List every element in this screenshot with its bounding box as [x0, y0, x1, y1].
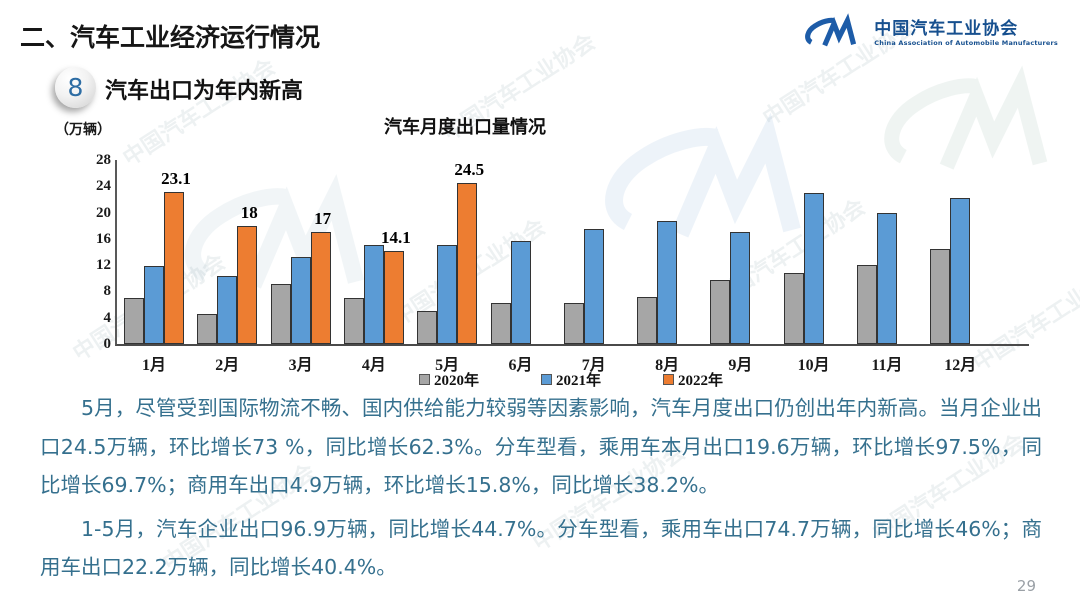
bar-2021年-3月 [290, 256, 311, 344]
bar-2021年-5月 [437, 245, 458, 344]
bar-2020年-7月 [563, 302, 584, 344]
body-paragraph-2: 1-5月，汽车企业出口96.9万辆，同比增长44.7%。分车型看，乘用车出口74… [40, 516, 1042, 580]
y-axis-tick-label: 28 [96, 152, 111, 168]
y-axis-tick-label: 12 [96, 257, 111, 274]
bar-2020年-6月 [490, 303, 511, 344]
bar-2020年-2月 [197, 313, 218, 344]
x-axis-label-6月: 6月 [508, 357, 533, 374]
bar-2020年-3月 [270, 283, 291, 344]
bar-chart-plot-area: 0 4 8 12 16 20 24 28 23.1 1月 18 2月 17 3月 14.1 4月 24.5 5月 6… [96, 152, 1029, 374]
bar-2020年-4月 [343, 298, 364, 344]
bar-2020年-12月 [930, 248, 951, 344]
x-axis-label-8月: 8月 [655, 357, 680, 374]
y-axis-tick-label: 16 [96, 230, 111, 247]
bar-2021年-10月 [803, 192, 824, 344]
x-axis-label-12月: 12月 [944, 357, 977, 374]
body-paragraph-1: 5月，尽管受到国际物流不畅、国内供给能力较弱等因素影响，汽车月度出口仍创出年内新… [40, 396, 1042, 498]
legend-swatch-icon [663, 374, 674, 385]
legend-item-2021年: 2021年 [540, 369, 601, 390]
chart-title: 汽车月度出口量情况 [384, 117, 546, 138]
page-title: 二、汽车工业经济运行情况 [20, 23, 321, 52]
bar-2020年-1月 [124, 298, 144, 344]
x-axis-label-7月: 7月 [581, 357, 606, 374]
watermark-text: 中国汽车工业协会 [118, 54, 280, 172]
bar-2021年-2月 [217, 275, 238, 344]
bar-2022年-1月 [164, 192, 184, 344]
bar-2021年-12月 [950, 198, 971, 344]
bar-2020年-11月 [857, 264, 877, 344]
bar-2021年-1月 [144, 265, 164, 344]
x-axis-label-9月: 9月 [728, 357, 753, 374]
bar-value-label: 17 [314, 209, 332, 229]
bar-2020年-5月 [417, 311, 438, 344]
x-axis-label-4月: 4月 [361, 357, 386, 374]
y-axis-tick-label: 0 [103, 336, 112, 352]
y-axis-tick-label: 20 [96, 204, 111, 221]
logo-name-cn: 中国汽车工业协会 [874, 19, 1019, 40]
bar-value-label: 18 [240, 202, 258, 222]
bar-2021年-6月 [510, 240, 531, 344]
bar-2021年-9月 [730, 231, 751, 344]
bar-value-label: 23.1 [161, 169, 191, 189]
caam-logo: 中国汽车工业协会 China Association of Automobile… [804, 12, 1058, 56]
bar-2022年-3月 [310, 232, 331, 344]
legend-item-2020年: 2020年 [418, 369, 479, 390]
x-axis-label-5月: 5月 [435, 357, 460, 374]
bar-value-label: 14.1 [381, 228, 411, 248]
section-number-badge: 8 [55, 67, 96, 108]
x-axis-label-1月: 1月 [141, 357, 167, 374]
legend-swatch-icon [418, 374, 430, 385]
legend-item-2022年: 2022年 [663, 369, 723, 390]
y-axis-unit-label: （万辆） [55, 122, 111, 138]
bar-2021年-11月 [877, 212, 897, 344]
x-axis-label-10月: 10月 [797, 357, 830, 374]
bar-2020年-9月 [710, 280, 731, 344]
legend-swatch-icon [540, 374, 552, 385]
bar-2020年-10月 [783, 273, 804, 344]
x-axis-label-2月: 2月 [215, 357, 240, 374]
y-axis-tick-label: 8 [103, 283, 112, 300]
logo-name-en: China Association of Automobile Manufact… [874, 39, 1058, 48]
bar-2022年-4月 [383, 251, 404, 344]
bar-2021年-4月 [363, 244, 384, 344]
x-axis-label-3月: 3月 [288, 357, 313, 374]
bar-value-label: 24.5 [454, 160, 485, 179]
bar-2022年-5月 [457, 183, 478, 344]
bar-2021年-8月 [657, 221, 678, 344]
body-text: 5月，尽管受到国际物流不畅、国内供给能力较弱等因素影响，汽车月度出口仍创出年内新… [40, 389, 1042, 592]
caam-logo-icon [805, 13, 857, 47]
y-axis-tick-label: 24 [96, 178, 111, 195]
section-title: 汽车出口为年内新高 [105, 79, 304, 104]
x-axis-label-11月: 11月 [871, 357, 903, 374]
bar-2021年-7月 [583, 229, 604, 344]
chart-legend: 2020年 2021年 2022年 [115, 369, 1027, 390]
legend-label: 2022年 [678, 373, 724, 389]
section-number: 8 [67, 73, 84, 102]
bar-2020年-8月 [637, 297, 658, 344]
y-axis-tick-label: 4 [103, 309, 112, 326]
legend-label: 2021年 [555, 373, 601, 389]
legend-label: 2020年 [433, 373, 479, 389]
bar-2022年-2月 [237, 225, 258, 344]
page-number: 29 [1016, 577, 1036, 595]
